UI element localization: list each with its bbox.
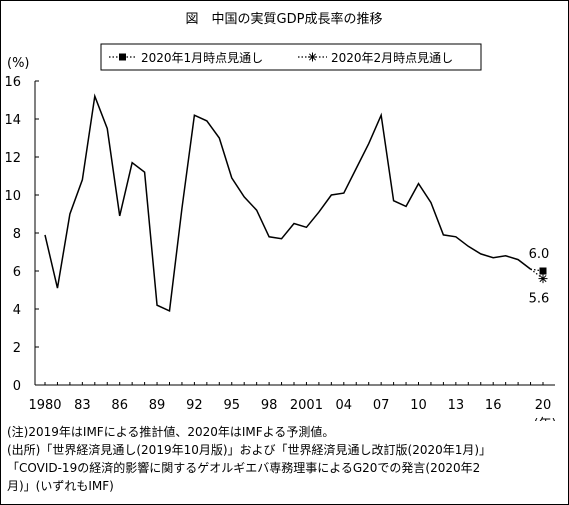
forecast-feb-line bbox=[530, 268, 544, 280]
legend-label-jan: 2020年1月時点見通し bbox=[141, 51, 263, 65]
x-tick-label: 10 bbox=[410, 398, 427, 413]
note-source-3: 月)」(いずれもIMF) bbox=[7, 479, 114, 493]
x-tick-label: 98 bbox=[261, 398, 278, 413]
forecast-jan-marker bbox=[539, 267, 547, 275]
x-tick-label: 89 bbox=[149, 398, 166, 413]
legend-box bbox=[100, 43, 482, 71]
legend-marker-feb bbox=[308, 52, 317, 62]
y-tick-label: 2 bbox=[13, 341, 21, 356]
chart-title: 図 中国の実質GDP成長率の推移 bbox=[186, 11, 383, 27]
gdp-growth-chart: 図 中国の実質GDP成長率の推移 2020年1月時点見通し 2020年2月時点見通し… bbox=[4, 11, 556, 421]
forecast-feb-label: 5.6 bbox=[529, 292, 550, 307]
x-tick-label: 95 bbox=[223, 398, 240, 413]
chart-notes: (注)2019年はIMFによる推計値、2020年はIMFよる予測値。 (出所)「… bbox=[7, 423, 563, 495]
series-actual-line bbox=[44, 93, 532, 313]
y-tick-label: 0 bbox=[13, 379, 21, 394]
legend-marker-jan bbox=[119, 53, 126, 61]
x-tick-label: 83 bbox=[74, 398, 91, 413]
note-source-2: 「COVID-19の経済的影響に関するゲオルギエバ専務理事によるG20での発言(… bbox=[7, 461, 481, 475]
y-tick-label: 14 bbox=[4, 113, 21, 128]
y-tick-label: 8 bbox=[13, 227, 21, 242]
y-tick-label: 10 bbox=[4, 189, 21, 204]
x-tick-label: 07 bbox=[373, 398, 390, 413]
y-tick-label: 16 bbox=[4, 75, 21, 90]
note-estimate: (注)2019年はIMFによる推計値、2020年はIMFよる予測値。 bbox=[7, 425, 335, 439]
forecast-jan-label: 6.0 bbox=[529, 247, 550, 262]
forecast-feb-marker bbox=[538, 274, 548, 284]
y-tick-label: 4 bbox=[13, 303, 21, 318]
x-tick-label: 13 bbox=[448, 398, 465, 413]
y-tick-label: 6 bbox=[13, 265, 21, 280]
y-axis-label: (%) bbox=[7, 56, 30, 71]
x-tick-label: 92 bbox=[186, 398, 203, 413]
note-source-1: (出所)「世界経済見通し(2019年10月版)」および「世界経済見通し改訂版(2… bbox=[7, 443, 492, 457]
x-tick-label: 1980 bbox=[28, 398, 61, 413]
x-tick-label: 20 bbox=[535, 398, 552, 413]
x-tick-label: 16 bbox=[485, 398, 502, 413]
legend-label-feb: 2020年2月時点見通し bbox=[331, 51, 453, 65]
x-tick-label: 86 bbox=[111, 398, 128, 413]
x-tick-label: 2001 bbox=[290, 398, 323, 413]
x-axis-label: (年) bbox=[533, 417, 556, 421]
y-tick-label: 12 bbox=[4, 151, 21, 166]
x-tick-label: 04 bbox=[336, 398, 353, 413]
